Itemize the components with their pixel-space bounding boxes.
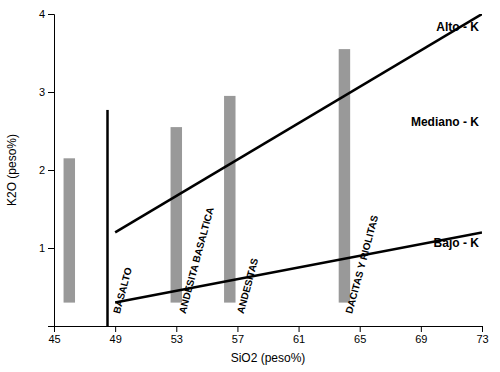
line: [106, 110, 109, 326]
tick-mark: [421, 326, 422, 332]
tick: 2: [39, 164, 54, 176]
tick-label: 1: [39, 242, 45, 254]
y-axis-title: K2O (peso%): [5, 134, 19, 206]
y-axis: 1 2 3 4: [39, 8, 55, 326]
tick: 61: [293, 326, 305, 345]
tick-label: 57: [232, 333, 244, 345]
tick-label: 45: [48, 333, 60, 345]
rock-label: BASALTO: [111, 266, 134, 315]
chart: 45 49 53 57 61 65 69 73 1 2 3 4 Alto - K Mediano - K B…: [0, 0, 500, 372]
line: [115, 232, 482, 302]
tick: 49: [110, 326, 122, 345]
tick: 65: [354, 326, 366, 345]
tick: 4: [39, 8, 54, 20]
tick-mark: [299, 326, 300, 332]
tick: 73: [476, 326, 488, 345]
range-bar: [224, 96, 235, 303]
range-bar: [339, 49, 350, 303]
tick-mark: [48, 92, 54, 93]
marks: [64, 14, 482, 326]
line: [115, 14, 482, 232]
tick-mark: [48, 248, 54, 249]
tick: 3: [39, 86, 54, 98]
tick: 45: [48, 326, 60, 345]
region-label: Alto - K: [436, 20, 479, 34]
tick-mark: [48, 170, 54, 171]
tick-label: 61: [293, 333, 305, 345]
tick: 53: [171, 326, 183, 345]
tick-mark: [115, 326, 116, 332]
tick-label: 3: [39, 86, 45, 98]
tick: 1: [39, 242, 54, 254]
tick-mark: [482, 326, 483, 332]
region-label: Bajo - K: [434, 236, 480, 250]
tick-label: 65: [354, 333, 366, 345]
tick: 57: [232, 326, 244, 345]
tick-label: 53: [171, 333, 183, 345]
annotations: Alto - K Mediano - K Bajo - K BASALTO ANDESI…: [111, 20, 479, 315]
rock-label: DACITAS Y RIOLITAS: [343, 214, 380, 315]
axis-line: [55, 327, 483, 333]
range-bar: [171, 127, 182, 303]
axis-line: [48, 15, 55, 327]
tick-label: 2: [39, 164, 45, 176]
plot: 45 49 53 57 61 65 69 73 1 2 3 4 Alto - K Mediano - K B…: [39, 8, 489, 345]
tick-label: 49: [110, 333, 122, 345]
x-axis: 45 49 53 57 61 65 69 73: [48, 326, 488, 345]
tick-mark: [237, 326, 238, 332]
region-label: Mediano - K: [411, 115, 479, 129]
tick-mark: [48, 14, 54, 15]
tick-label: 73: [476, 333, 488, 345]
tick-mark: [360, 326, 361, 332]
tick: 69: [415, 326, 427, 345]
tick-label: 4: [39, 8, 45, 20]
tick-label: 69: [415, 333, 427, 345]
rock-label: ANDESITA BASALTICA: [177, 206, 216, 315]
x-axis-title: SiO2 (peso%): [231, 351, 306, 365]
rock-label: ANDESITAS: [235, 257, 260, 315]
range-bar: [64, 158, 75, 302]
tick-mark: [176, 326, 177, 332]
